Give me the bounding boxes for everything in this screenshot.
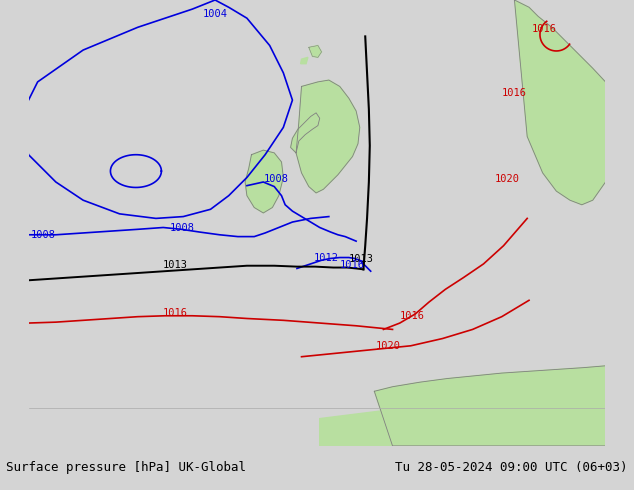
Text: 1016: 1016 bbox=[501, 88, 527, 98]
Text: 1020: 1020 bbox=[376, 341, 401, 350]
Text: 1008: 1008 bbox=[263, 174, 288, 184]
Text: 1008: 1008 bbox=[30, 230, 55, 240]
Polygon shape bbox=[301, 57, 308, 64]
Text: 1012: 1012 bbox=[313, 253, 339, 263]
Text: Surface pressure [hPa] UK-Global: Surface pressure [hPa] UK-Global bbox=[6, 462, 247, 474]
Text: 1020: 1020 bbox=[495, 174, 519, 184]
Text: Tu 28-05-2024 09:00 UTC (06+03): Tu 28-05-2024 09:00 UTC (06+03) bbox=[395, 462, 628, 474]
Polygon shape bbox=[296, 80, 359, 193]
Polygon shape bbox=[320, 397, 605, 446]
Polygon shape bbox=[290, 113, 320, 153]
Polygon shape bbox=[309, 46, 321, 57]
Text: 1008: 1008 bbox=[169, 222, 195, 232]
Text: 1016: 1016 bbox=[163, 308, 188, 318]
Text: 1016: 1016 bbox=[532, 24, 557, 34]
Polygon shape bbox=[245, 150, 283, 213]
Text: 1013: 1013 bbox=[163, 261, 188, 270]
Text: 1016: 1016 bbox=[340, 261, 365, 270]
Text: 1013: 1013 bbox=[349, 254, 374, 264]
Text: 1004: 1004 bbox=[203, 9, 228, 19]
Text: 1016: 1016 bbox=[400, 311, 425, 320]
Polygon shape bbox=[514, 0, 605, 205]
Polygon shape bbox=[374, 366, 605, 446]
